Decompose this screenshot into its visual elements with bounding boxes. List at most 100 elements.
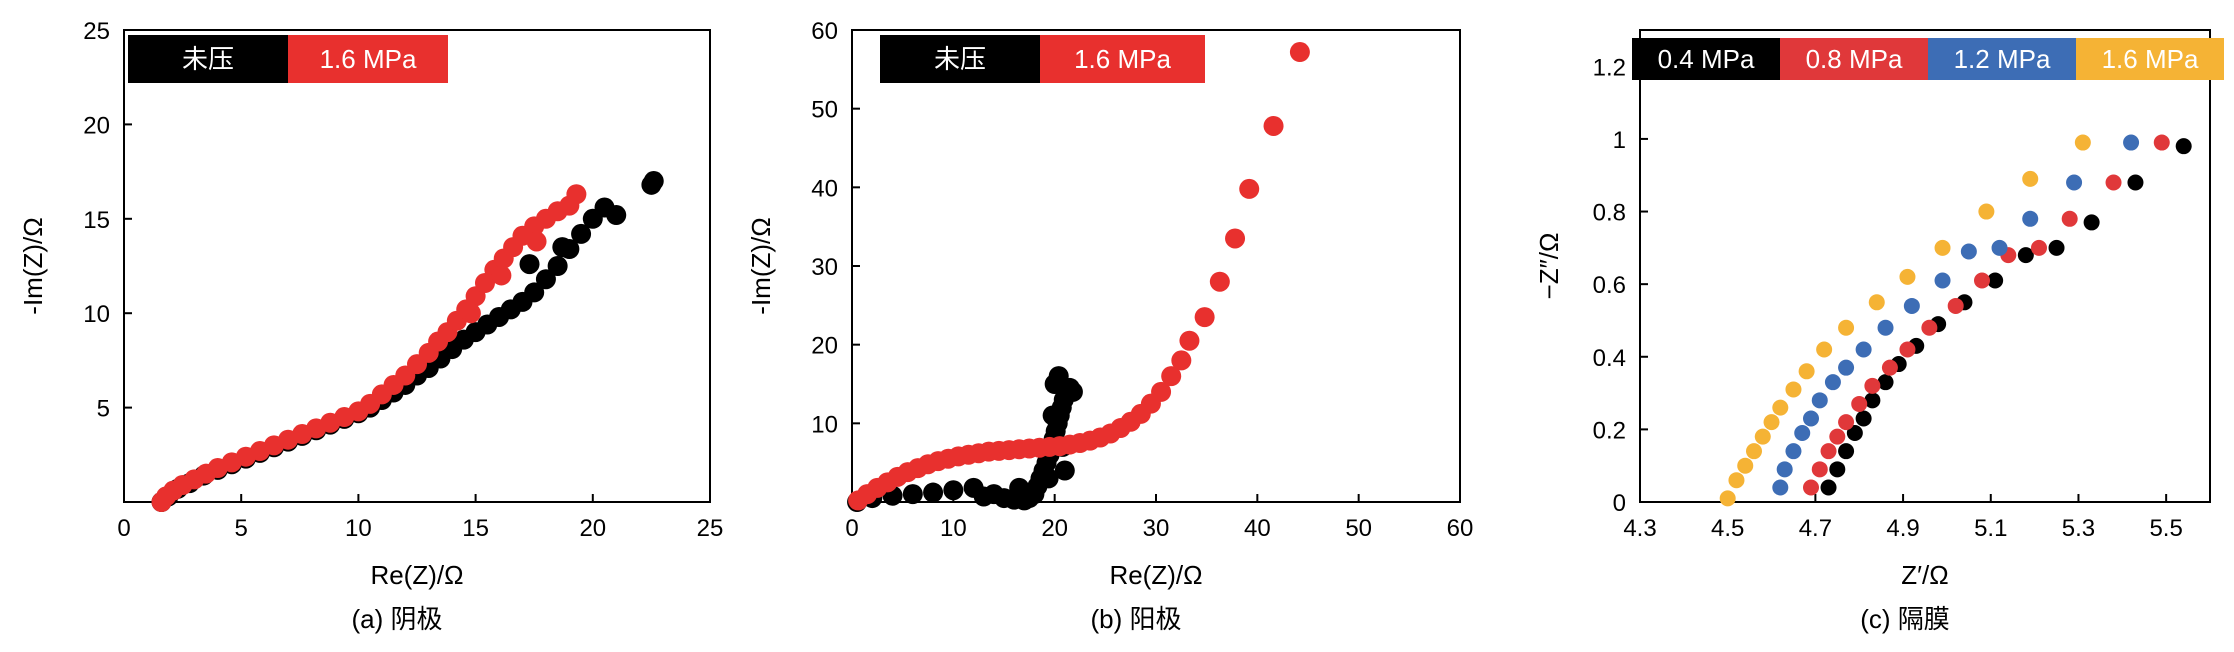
x-tick-label: 4.7 bbox=[1799, 515, 1832, 542]
data-point bbox=[1864, 392, 1881, 409]
series-3 bbox=[1772, 134, 2140, 496]
data-point bbox=[535, 269, 556, 290]
data-point bbox=[1877, 374, 1894, 391]
legend-entry: 1.6 MPa bbox=[2102, 44, 2199, 74]
data-point bbox=[526, 231, 547, 252]
y-tick-label: 0.6 bbox=[1593, 272, 1626, 299]
data-point bbox=[2083, 214, 2100, 231]
x-axis-label: Z′/Ω bbox=[1901, 560, 1948, 590]
x-tick-label: 0 bbox=[845, 515, 858, 542]
data-point bbox=[1225, 228, 1246, 249]
data-point bbox=[1042, 405, 1063, 426]
legend-entry: 1.6 MPa bbox=[1074, 44, 1171, 74]
x-tick-label: 20 bbox=[579, 515, 606, 542]
x-tick-label: 15 bbox=[462, 515, 489, 542]
data-point bbox=[1194, 307, 1215, 328]
data-point bbox=[1881, 359, 1898, 376]
data-point bbox=[1179, 330, 1200, 351]
data-point bbox=[1798, 363, 1815, 380]
data-point bbox=[566, 184, 587, 205]
data-point bbox=[943, 480, 964, 501]
x-tick-label: 10 bbox=[345, 515, 372, 542]
legend-swatch bbox=[288, 35, 448, 83]
legend-entry: 1.2 MPa bbox=[1954, 44, 2051, 74]
chart-2: 0 10 20 30 40 50 60 10 20 30 40 50 60 Re(Z)/Ω -Im(Z)/Ω… bbox=[746, 18, 1473, 634]
data-point bbox=[2031, 239, 2047, 256]
x-tick-label: 5.5 bbox=[2149, 515, 2182, 542]
chart-caption: (b) 阳极 bbox=[1090, 604, 1181, 634]
data-point bbox=[1811, 392, 1828, 409]
y-tick-label: 1.2 bbox=[1593, 54, 1626, 81]
series-2 bbox=[151, 184, 587, 512]
data-point bbox=[1899, 341, 1916, 358]
legend-swatch bbox=[2076, 38, 2224, 80]
data-point bbox=[571, 223, 592, 244]
data-point bbox=[1987, 272, 2004, 289]
data-point bbox=[1864, 377, 1881, 394]
data-point bbox=[2105, 174, 2122, 191]
data-point bbox=[2022, 210, 2039, 227]
legend-swatch bbox=[1928, 38, 2076, 80]
data-point bbox=[1803, 479, 1819, 496]
x-tick-label: 25 bbox=[697, 515, 724, 542]
data-point bbox=[1811, 461, 1828, 478]
legend-swatch bbox=[880, 35, 1040, 83]
data-point bbox=[1171, 350, 1192, 371]
y-tick-label: 5 bbox=[97, 396, 110, 423]
y-tick-label: 15 bbox=[83, 207, 110, 234]
y-tick-label: 40 bbox=[811, 175, 838, 202]
y-tick-label: 50 bbox=[811, 97, 838, 124]
x-tick-label: 40 bbox=[1244, 515, 1271, 542]
y-tick-label: 1 bbox=[1613, 127, 1626, 154]
legend-swatch bbox=[128, 35, 288, 83]
legend-entry: 未压 bbox=[934, 44, 986, 74]
data-point bbox=[1978, 203, 1995, 220]
y-axis-label: -Im(Z)/Ω bbox=[18, 217, 48, 314]
data-point bbox=[1044, 374, 1065, 394]
data-point bbox=[1934, 239, 1951, 256]
x-tick-label: 0 bbox=[117, 515, 130, 542]
data-point bbox=[552, 237, 573, 258]
data-point bbox=[1785, 381, 1802, 398]
chart-3: 4.3 4.5 4.7 4.9 5.1 5.3 5.5 0 0.2 0.4 0.6 0.8 1 1.2 Z′… bbox=[1534, 29, 2224, 634]
data-point bbox=[1754, 428, 1771, 445]
legend-swatch bbox=[1780, 38, 1928, 80]
x-tick-label: 5.1 bbox=[1974, 515, 2007, 542]
data-point bbox=[1921, 319, 1938, 336]
legend-entry: 未压 bbox=[182, 44, 234, 74]
legend-entry: 0.4 MPa bbox=[1658, 44, 1755, 74]
legend-entry: 1.6 MPa bbox=[320, 44, 417, 74]
y-tick-label: 0.2 bbox=[1593, 417, 1626, 444]
data-point bbox=[1161, 366, 1182, 387]
data-point bbox=[1239, 178, 1260, 199]
data-point bbox=[1263, 115, 1284, 136]
data-point bbox=[1772, 399, 1789, 416]
data-point bbox=[1820, 443, 1837, 460]
y-tick-label: 10 bbox=[83, 301, 110, 328]
legend-entry: 0.8 MPa bbox=[1806, 44, 1903, 74]
x-tick-label: 5 bbox=[235, 515, 248, 542]
data-point bbox=[1803, 410, 1819, 427]
data-point bbox=[594, 197, 615, 218]
data-point bbox=[1855, 410, 1872, 427]
data-point bbox=[1062, 381, 1083, 402]
data-point bbox=[2017, 247, 2034, 264]
y-tick-label: 30 bbox=[811, 254, 838, 281]
data-point bbox=[1868, 294, 1885, 311]
series-4 bbox=[1719, 134, 2091, 507]
x-axis-label: Re(Z)/Ω bbox=[1109, 560, 1202, 590]
data-point bbox=[1794, 425, 1811, 442]
data-point bbox=[1838, 443, 1855, 460]
data-point bbox=[1846, 425, 1863, 442]
data-point bbox=[2022, 170, 2039, 187]
data-point bbox=[1776, 461, 1793, 478]
data-point bbox=[2127, 174, 2144, 191]
data-point bbox=[1991, 239, 2008, 256]
x-tick-label: 50 bbox=[1345, 515, 1372, 542]
data-point bbox=[1903, 297, 1920, 314]
plot-frame bbox=[123, 29, 711, 503]
data-point bbox=[524, 282, 545, 303]
data-point bbox=[902, 484, 923, 505]
data-point bbox=[1785, 443, 1802, 460]
data-point bbox=[1947, 297, 1964, 314]
